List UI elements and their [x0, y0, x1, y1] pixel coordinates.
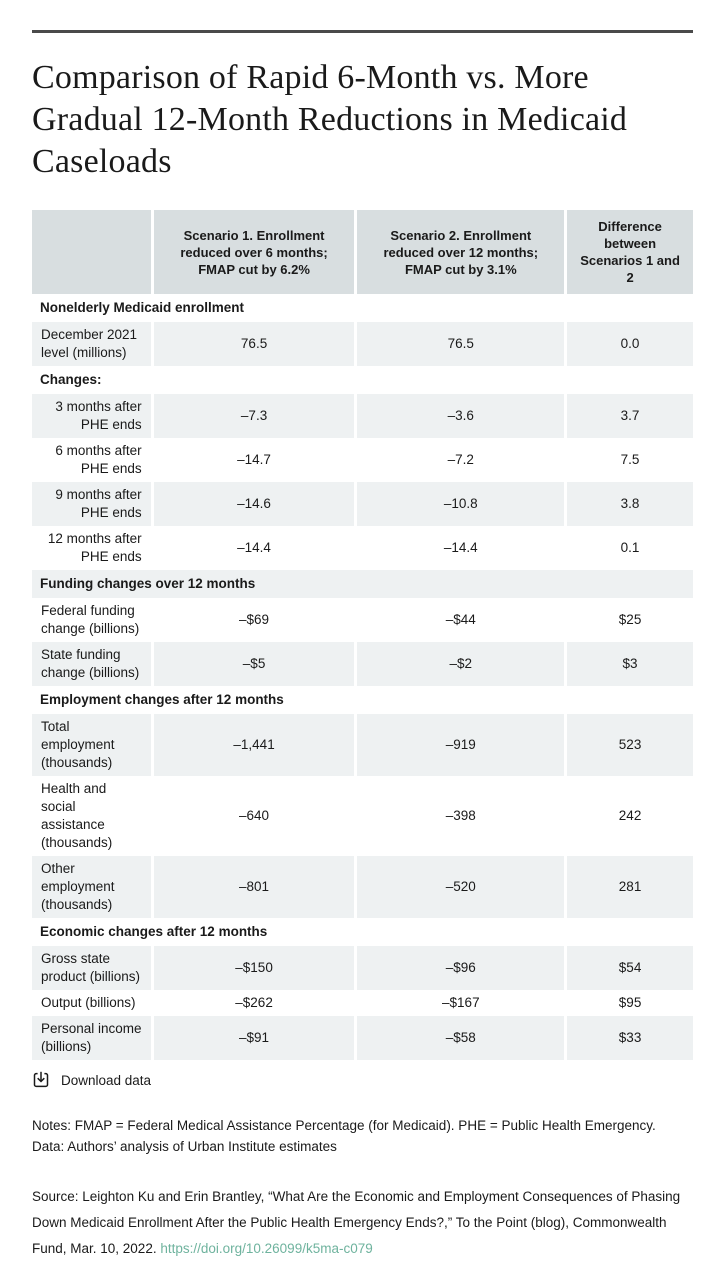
section-row: Changes: — [32, 366, 693, 394]
value-cell: $3 — [567, 642, 693, 686]
section-header: Employment changes after 12 months — [40, 692, 284, 707]
table-row: Gross state product (billions) –$150 –$96 $… — [32, 946, 693, 990]
value-cell: –7.2 — [447, 452, 474, 467]
value-cell: 0.0 — [567, 322, 693, 366]
comparison-table: Scenario 1. Enrollment reduced over 6 mo… — [29, 210, 696, 1060]
column-header: Scenario 1. Enrollment reduced over 6 mo… — [153, 210, 355, 294]
column-header: Difference between Scenarios 1 and 2 — [567, 210, 693, 294]
value-cell: 0.1 — [620, 540, 640, 555]
value-cell: –$91 — [153, 1016, 355, 1060]
value-cell: 242 — [618, 808, 642, 823]
section-header: Nonelderly Medicaid enrollment — [40, 300, 245, 315]
section-row: Nonelderly Medicaid enrollment — [32, 294, 693, 322]
value-cell: –$150 — [153, 946, 355, 990]
table-row: December 2021 level (millions) 76.5 76.5 0.… — [32, 322, 693, 366]
section-header: Funding changes over 12 months — [32, 570, 693, 598]
table-row: Personal income (billions) –$91 –$58 $33 — [32, 1016, 693, 1060]
corner-cell — [32, 210, 151, 294]
row-label: Personal income (billions) — [32, 1016, 151, 1060]
table-header: Scenario 1. Enrollment reduced over 6 mo… — [32, 210, 693, 294]
table-row: Output (billions) –$262 –$167 $95 — [32, 990, 693, 1016]
value-cell: –919 — [357, 714, 565, 776]
value-cell: –10.8 — [357, 482, 565, 526]
value-cell: –14.4 — [237, 540, 271, 555]
download-label: Download data — [61, 1072, 152, 1088]
value-cell: –$96 — [357, 946, 565, 990]
top-rule — [32, 30, 693, 33]
row-label: December 2021 level (millions) — [32, 322, 151, 366]
table-row: 3 months after PHE ends –7.3 –3.6 3.7 — [32, 394, 693, 438]
value-cell: $25 — [618, 612, 642, 627]
table-row: 6 months after PHE ends –14.7 –7.2 7.5 — [32, 438, 693, 482]
value-cell: –$58 — [357, 1016, 565, 1060]
source-text: Source: Leighton Ku and Erin Brantley, “… — [32, 1189, 681, 1256]
section-row: Economic changes after 12 months — [32, 918, 693, 946]
value-cell: –7.3 — [153, 394, 355, 438]
section-row: Funding changes over 12 months — [32, 570, 693, 598]
table-row: Federal funding change (billions) –$69 –$4… — [32, 598, 693, 642]
value-cell: –$262 — [235, 995, 273, 1010]
data-line: Data: Authors’ analysis of Urban Institu… — [32, 1139, 337, 1154]
value-cell: –1,441 — [153, 714, 355, 776]
value-cell: –801 — [153, 856, 355, 918]
row-label: State funding change (billions) — [32, 642, 151, 686]
value-cell: –14.4 — [443, 540, 478, 555]
value-cell: –14.6 — [153, 482, 355, 526]
value-cell: 7.5 — [620, 452, 640, 467]
section-header: Economic changes after 12 months — [40, 924, 268, 939]
value-cell: 523 — [567, 714, 693, 776]
figure-title: Comparison of Rapid 6-Month vs. More Gra… — [32, 59, 628, 180]
value-cell: –640 — [239, 808, 270, 823]
value-cell: –520 — [357, 856, 565, 918]
table-row: 9 months after PHE ends –14.6 –10.8 3.8 — [32, 482, 693, 526]
table-row: Other employment (thousands) –801 –520 281 — [32, 856, 693, 918]
table-row: Total employment (thousands) –1,441 –919 52… — [32, 714, 693, 776]
value-cell: –$44 — [445, 612, 476, 627]
section-header: Changes: — [40, 372, 102, 387]
notes-line: Notes: FMAP = Federal Medical Assistance… — [32, 1118, 656, 1133]
value-cell: –3.6 — [357, 394, 565, 438]
value-cell: 3.8 — [567, 482, 693, 526]
figure-source: Source: Leighton Ku and Erin Brantley, “… — [32, 1184, 693, 1262]
value-cell: –14.7 — [237, 452, 271, 467]
download-data-button[interactable]: Download data — [32, 1071, 151, 1089]
row-label: 9 months after PHE ends — [32, 482, 151, 526]
row-label: 3 months after PHE ends — [32, 394, 151, 438]
value-cell: 76.5 — [153, 322, 355, 366]
value-cell: –$2 — [357, 642, 565, 686]
value-cell: –398 — [445, 808, 476, 823]
doi-link[interactable]: https://doi.org/10.26099/k5ma-c079 — [160, 1241, 373, 1256]
row-label: Output (billions) — [41, 995, 136, 1010]
value-cell: $33 — [567, 1016, 693, 1060]
figure-notes: Notes: FMAP = Federal Medical Assistance… — [32, 1115, 693, 1157]
value-cell: –$167 — [442, 995, 480, 1010]
row-label: Other employment (thousands) — [32, 856, 151, 918]
row-label: 12 months after PHE ends — [47, 531, 142, 564]
value-cell: $95 — [618, 995, 642, 1010]
value-cell: 3.7 — [567, 394, 693, 438]
row-label: 6 months after PHE ends — [55, 443, 142, 476]
row-label: Federal funding change (billions) — [41, 603, 140, 636]
download-icon — [32, 1071, 50, 1089]
row-label: Total employment (thousands) — [32, 714, 151, 776]
column-header: Scenario 2. Enrollment reduced over 12 m… — [357, 210, 565, 294]
value-cell: –$69 — [239, 612, 270, 627]
value-cell: 281 — [567, 856, 693, 918]
value-cell: $54 — [567, 946, 693, 990]
table-row: Health and social assistance (thousands)… — [32, 776, 693, 856]
section-row: Employment changes after 12 months — [32, 686, 693, 714]
value-cell: –$5 — [153, 642, 355, 686]
header-row: Scenario 1. Enrollment reduced over 6 mo… — [32, 210, 693, 294]
value-cell: 76.5 — [357, 322, 565, 366]
row-label: Gross state product (billions) — [32, 946, 151, 990]
row-label: Health and social assistance (thousands) — [41, 781, 113, 850]
table-row: 12 months after PHE ends –14.4 –14.4 0.1 — [32, 526, 693, 570]
table-row: State funding change (billions) –$5 –$2 $3 — [32, 642, 693, 686]
